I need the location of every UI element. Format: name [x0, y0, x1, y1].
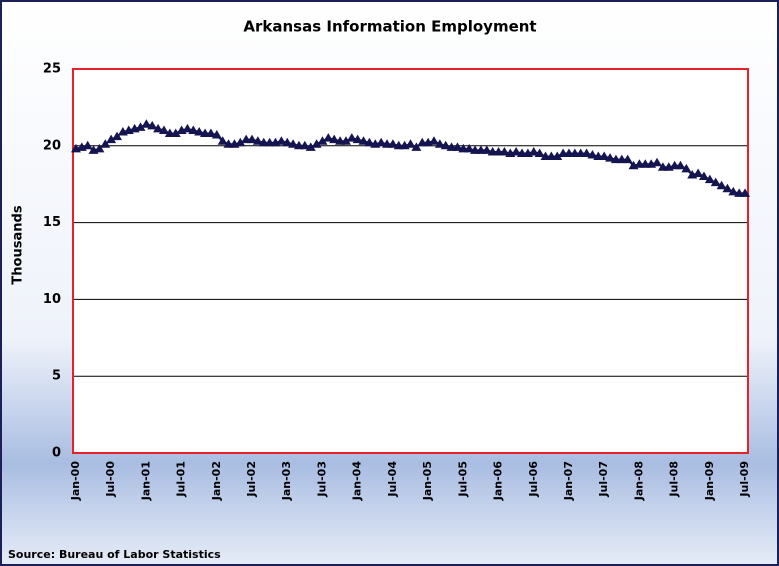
data-marker — [317, 136, 328, 145]
data-marker — [534, 148, 545, 157]
data-marker — [358, 136, 369, 145]
data-marker — [188, 125, 199, 134]
x-tick-label: Jan-00 — [69, 461, 82, 502]
data-marker — [722, 183, 733, 193]
data-marker — [305, 142, 316, 151]
data-marker — [464, 143, 475, 153]
x-tick-label: Jan-06 — [492, 461, 505, 502]
y-tick-label: 0 — [52, 446, 61, 461]
y-tick-label: 20 — [43, 138, 61, 153]
x-tick-label: Jan-01 — [139, 461, 152, 501]
y-tick-label: 5 — [52, 369, 61, 384]
x-tick-label: Jan-03 — [280, 461, 293, 501]
data-marker — [329, 134, 340, 144]
data-marker — [340, 136, 351, 145]
x-tick-label: Jan-04 — [351, 461, 364, 502]
data-marker — [587, 150, 598, 159]
x-tick-label: Jul-04 — [386, 461, 399, 498]
data-marker — [652, 157, 663, 167]
plot-background — [73, 69, 748, 453]
data-marker — [170, 128, 181, 138]
data-marker — [710, 177, 721, 187]
x-tick-label: Jan-02 — [210, 461, 223, 501]
x-tick-label: Jul-08 — [668, 461, 681, 498]
y-tick-label: 25 — [43, 62, 61, 77]
data-marker — [346, 133, 357, 142]
data-marker — [599, 151, 610, 161]
data-marker — [352, 134, 363, 144]
data-marker — [411, 142, 422, 151]
data-marker — [481, 145, 492, 154]
data-marker — [428, 136, 439, 145]
data-marker — [205, 128, 216, 138]
data-marker — [247, 134, 258, 144]
data-marker — [276, 136, 287, 145]
x-tick-label: Jan-09 — [703, 461, 716, 501]
data-marker — [235, 137, 246, 147]
data-marker — [511, 146, 522, 156]
x-tick-label: Jul-06 — [527, 461, 540, 498]
x-tick-label: Jan-07 — [562, 461, 575, 501]
x-tick-label: Jul-01 — [175, 461, 188, 498]
data-marker — [434, 139, 445, 148]
data-marker — [452, 142, 463, 151]
data-marker — [499, 146, 510, 156]
data-marker — [387, 139, 398, 148]
data-marker — [716, 180, 727, 190]
data-marker — [158, 125, 169, 134]
data-marker — [605, 153, 616, 162]
x-tick-label: Jan-08 — [632, 461, 645, 501]
data-marker — [82, 140, 93, 150]
data-marker — [217, 136, 228, 145]
x-tick-label: Jul-07 — [597, 461, 610, 498]
data-marker — [675, 160, 686, 170]
x-tick-label: Jul-09 — [738, 461, 751, 498]
x-tick-label: Jul-02 — [245, 461, 258, 498]
data-marker — [552, 151, 563, 161]
data-marker — [622, 154, 633, 164]
data-marker — [112, 131, 123, 141]
data-marker — [528, 146, 539, 156]
data-marker — [106, 134, 117, 144]
x-tick-label: Jul-03 — [315, 461, 328, 498]
data-marker — [728, 186, 739, 196]
data-marker — [282, 137, 293, 147]
data-marker — [740, 188, 751, 197]
x-tick-label: Jul-05 — [456, 461, 469, 498]
data-marker — [252, 136, 263, 145]
data-marker — [299, 140, 310, 150]
data-marker — [94, 143, 105, 153]
data-marker — [311, 139, 322, 148]
plot-border — [72, 68, 749, 454]
data-marker — [194, 126, 205, 136]
data-marker — [182, 123, 193, 133]
y-tick-label: 15 — [43, 215, 61, 230]
data-marker — [376, 137, 387, 147]
data-marker — [147, 120, 158, 130]
data-marker — [681, 163, 692, 173]
y-axis-label: Thousands — [11, 205, 26, 284]
data-marker — [100, 139, 111, 148]
data-marker — [440, 140, 451, 150]
data-marker — [581, 148, 592, 157]
x-tick-label: Jul-00 — [104, 461, 117, 498]
data-marker — [211, 130, 222, 139]
data-marker — [704, 174, 715, 184]
y-tick-label: 10 — [43, 292, 61, 307]
data-marker — [141, 119, 152, 128]
data-marker — [693, 168, 704, 177]
data-marker — [153, 123, 164, 133]
chart-title: Arkansas Information Employment — [243, 18, 536, 36]
data-marker — [323, 133, 334, 142]
source-note: Source: Bureau of Labor Statistics — [8, 548, 221, 561]
data-marker — [135, 122, 146, 131]
data-marker — [698, 171, 709, 181]
data-marker — [288, 139, 299, 148]
data-marker — [405, 139, 416, 148]
data-marker — [364, 137, 375, 147]
x-tick-label: Jan-05 — [421, 461, 434, 501]
